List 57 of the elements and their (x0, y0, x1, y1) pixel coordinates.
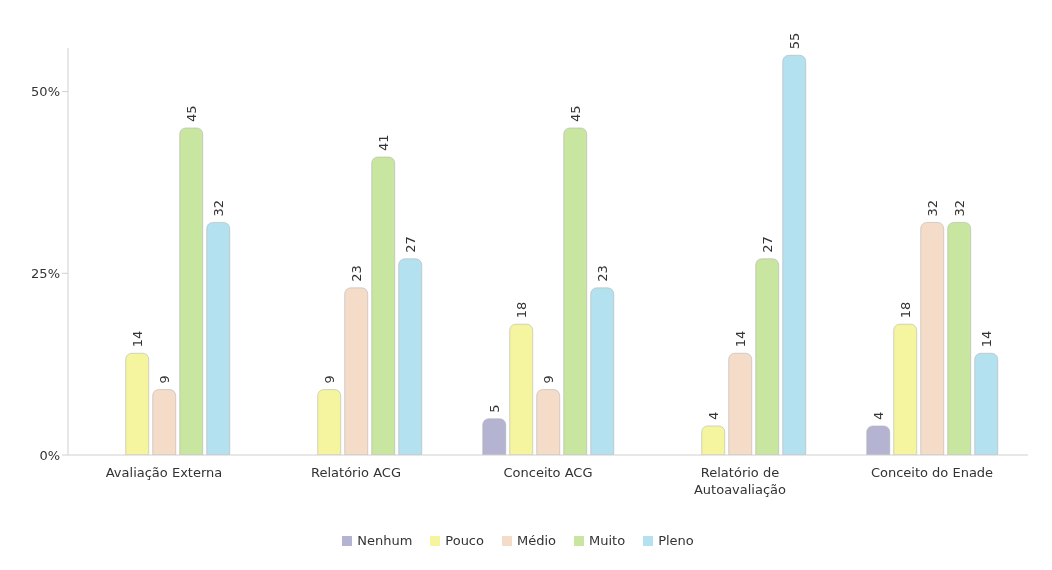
data-label: 32 (951, 199, 967, 217)
data-label: 32 (210, 199, 226, 217)
x-tick-label: Conceito do Enade (870, 465, 994, 480)
bar (866, 425, 890, 455)
data-label: 9 (540, 375, 556, 384)
bar (893, 323, 917, 455)
data-label: 27 (402, 236, 418, 253)
data-label: 32 (924, 199, 940, 217)
bar (782, 55, 806, 455)
data-label: 45 (183, 105, 199, 122)
y-tick-label: 0% (39, 447, 60, 463)
data-label: 14 (732, 330, 748, 348)
data-label: 4 (870, 411, 886, 420)
x-tick-label: Avaliação Externa (105, 465, 223, 480)
data-label: 14 (978, 330, 994, 348)
data-label: 9 (321, 375, 337, 384)
bar (152, 389, 176, 455)
legend-label: Pleno (658, 533, 694, 548)
data-label: 18 (513, 301, 529, 319)
bar (755, 258, 779, 455)
bar (947, 222, 971, 455)
data-label: 27 (759, 236, 775, 253)
data-label: 23 (348, 265, 364, 282)
y-tick-label: 50% (31, 84, 60, 100)
bar (482, 418, 506, 455)
x-tick-label: Relatório ACG (311, 465, 401, 480)
data-label: 23 (594, 265, 610, 282)
bar (920, 222, 944, 455)
bar (536, 389, 560, 455)
y-tick-label: 25% (31, 265, 60, 281)
bar (701, 425, 725, 455)
x-tick-label: Conceito ACG (503, 465, 593, 480)
data-label: 14 (129, 330, 145, 348)
bar (590, 287, 614, 455)
bar (728, 353, 752, 455)
bar (398, 258, 422, 455)
bar (371, 156, 395, 455)
data-label: 45 (567, 105, 583, 122)
legend-label: Médio (516, 533, 557, 548)
legend-label: Pouco (445, 533, 484, 548)
data-label: 41 (375, 134, 391, 152)
data-label: 5 (486, 404, 502, 413)
data-label: 55 (786, 32, 802, 50)
data-label: 9 (156, 375, 172, 384)
legend-label: Nenhum (357, 533, 413, 548)
x-tick-label: Relatório de Autoavaliação (693, 465, 787, 497)
bar (317, 389, 341, 455)
bar (974, 353, 998, 455)
data-label: 18 (897, 301, 913, 319)
bar (563, 127, 587, 455)
bar (206, 222, 230, 455)
data-label: 4 (705, 411, 721, 420)
legend-label: Muito (589, 533, 626, 548)
bar (125, 353, 149, 455)
bar (509, 323, 533, 455)
bar (179, 127, 203, 455)
bar (344, 287, 368, 455)
